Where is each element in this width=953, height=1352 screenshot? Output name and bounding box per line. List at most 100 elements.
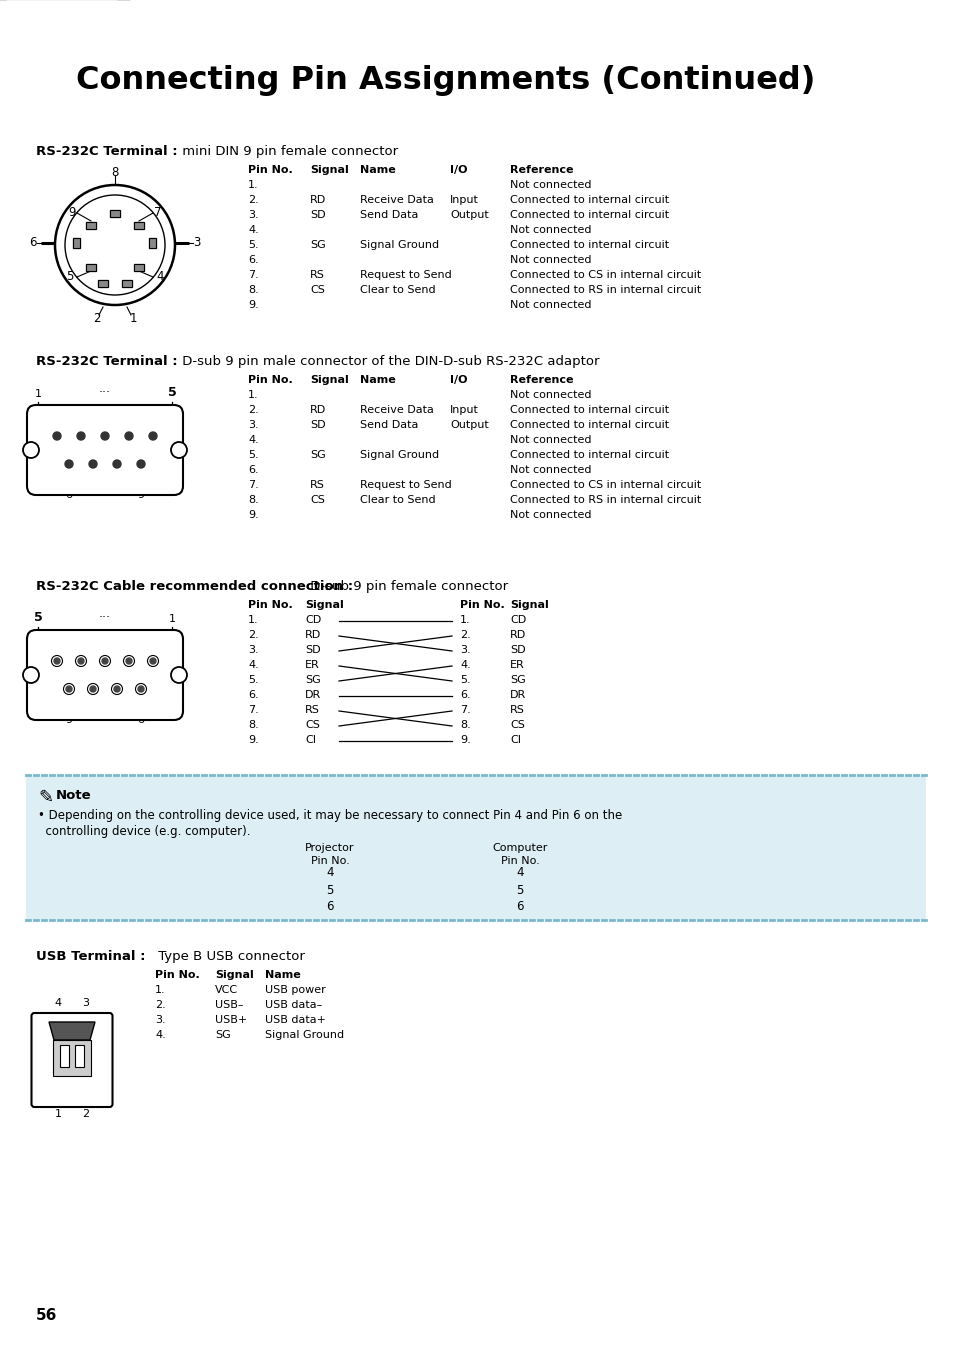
Text: 5.: 5. [459, 675, 470, 685]
Text: 6.: 6. [248, 465, 258, 475]
Circle shape [125, 433, 132, 439]
Text: 3.: 3. [154, 1015, 166, 1025]
Text: Name: Name [359, 375, 395, 385]
Text: 6: 6 [66, 489, 72, 500]
Circle shape [137, 460, 145, 468]
Text: 7.: 7. [248, 270, 258, 280]
Circle shape [113, 685, 120, 692]
Polygon shape [49, 1022, 95, 1040]
Text: 8.: 8. [248, 285, 258, 295]
Text: SG: SG [310, 241, 325, 250]
Text: Clear to Send: Clear to Send [359, 495, 436, 506]
Text: 8.: 8. [248, 495, 258, 506]
Circle shape [23, 667, 39, 683]
Text: CS: CS [310, 285, 325, 295]
Text: CI: CI [305, 735, 315, 745]
Text: Output: Output [450, 210, 488, 220]
Bar [86, 222, 96, 228]
Text: 8.: 8. [248, 721, 258, 730]
Text: ···: ··· [99, 387, 111, 399]
Text: 7: 7 [154, 207, 162, 219]
Text: • Depending on the controlling device used, it may be necessary to connect Pin 4: • Depending on the controlling device us… [38, 808, 621, 822]
Text: Signal: Signal [310, 165, 349, 174]
Text: 4: 4 [516, 867, 523, 880]
Text: I/O: I/O [450, 165, 467, 174]
Text: SG: SG [305, 675, 320, 685]
Text: Projector: Projector [305, 844, 355, 853]
Text: Reference: Reference [510, 165, 573, 174]
Text: Connected to CS in internal circuit: Connected to CS in internal circuit [510, 270, 700, 280]
Text: CS: CS [305, 721, 319, 730]
FancyBboxPatch shape [31, 1013, 112, 1107]
Text: RS: RS [310, 480, 325, 489]
Text: 2.: 2. [248, 630, 258, 639]
Bar [75, 1045, 84, 1067]
Text: Connected to RS in internal circuit: Connected to RS in internal circuit [510, 285, 700, 295]
Text: RS: RS [305, 704, 319, 715]
Text: Not connected: Not connected [510, 435, 591, 445]
Text: Receive Data: Receive Data [359, 406, 434, 415]
Text: Signal Ground: Signal Ground [265, 1030, 344, 1040]
Text: Send Data: Send Data [359, 420, 418, 430]
Text: ER: ER [305, 660, 319, 671]
Circle shape [89, 460, 97, 468]
Text: 1: 1 [169, 614, 175, 625]
Text: 5.: 5. [248, 241, 258, 250]
Text: 3.: 3. [459, 645, 470, 654]
Text: Not connected: Not connected [510, 389, 591, 400]
Text: USB Terminal :: USB Terminal : [36, 950, 146, 963]
Text: Connected to internal circuit: Connected to internal circuit [510, 210, 668, 220]
Text: 5: 5 [33, 611, 42, 625]
Text: 1: 1 [34, 389, 42, 399]
Text: Not connected: Not connected [510, 180, 591, 191]
Circle shape [65, 460, 73, 468]
Text: Output: Output [450, 420, 488, 430]
Text: 1.: 1. [248, 389, 258, 400]
Text: Clear to Send: Clear to Send [359, 285, 436, 295]
Bar [110, 210, 120, 216]
Text: 4: 4 [156, 270, 164, 284]
Bar [122, 280, 132, 287]
Text: 6: 6 [516, 900, 523, 914]
Text: Signal: Signal [310, 375, 349, 385]
Text: VCC: VCC [214, 986, 238, 995]
Text: 4: 4 [54, 998, 62, 1009]
Text: 6: 6 [137, 715, 144, 725]
Text: Pin No.: Pin No. [248, 600, 293, 610]
Text: Not connected: Not connected [510, 510, 591, 521]
Circle shape [126, 658, 132, 664]
Text: 2.: 2. [248, 406, 258, 415]
Circle shape [112, 460, 121, 468]
Text: RS: RS [510, 704, 524, 715]
Text: USB–: USB– [214, 1000, 243, 1010]
Text: Request to Send: Request to Send [359, 270, 452, 280]
Circle shape [53, 433, 61, 439]
Text: Input: Input [450, 195, 478, 206]
Text: Reference: Reference [510, 375, 573, 385]
Text: 5.: 5. [248, 450, 258, 460]
Text: Note: Note [56, 790, 91, 802]
Text: USB power: USB power [265, 986, 325, 995]
Text: 6: 6 [30, 237, 37, 250]
Text: 3: 3 [193, 237, 200, 250]
Bar [98, 280, 108, 287]
Text: 4.: 4. [248, 435, 258, 445]
Text: RD: RD [310, 406, 326, 415]
FancyBboxPatch shape [27, 630, 183, 721]
Bar [60, 1045, 69, 1067]
Text: Send Data: Send Data [359, 210, 418, 220]
Text: CI: CI [510, 735, 520, 745]
Text: SD: SD [310, 210, 325, 220]
Text: Connected to RS in internal circuit: Connected to RS in internal circuit [510, 495, 700, 506]
Text: 5: 5 [516, 883, 523, 896]
Text: 1: 1 [129, 312, 136, 326]
Text: 2: 2 [82, 1109, 90, 1119]
Text: Connected to internal circuit: Connected to internal circuit [510, 195, 668, 206]
Text: 7.: 7. [459, 704, 470, 715]
Bar [98, 280, 108, 287]
Text: Signal: Signal [510, 600, 548, 610]
Text: Pin No.: Pin No. [311, 856, 349, 867]
Text: CS: CS [510, 721, 524, 730]
Circle shape [171, 667, 187, 683]
Text: 6.: 6. [248, 256, 258, 265]
